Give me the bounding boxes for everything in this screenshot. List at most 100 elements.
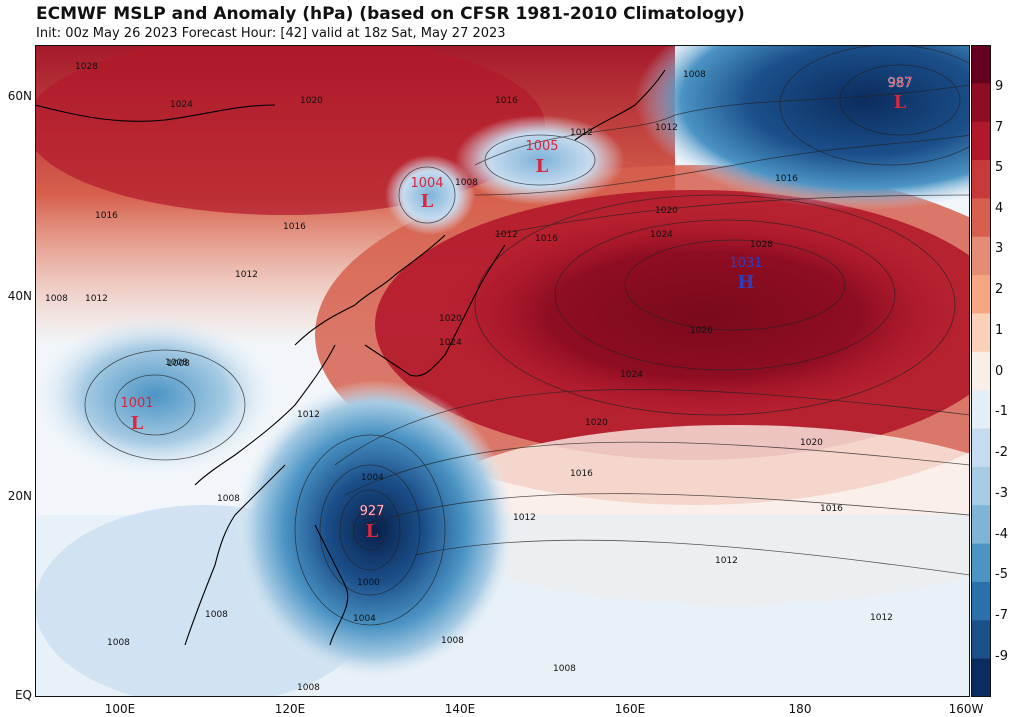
colorbar-swatch: [971, 160, 991, 199]
svg-text:H: H: [737, 272, 754, 293]
colorbar-swatch: [971, 543, 991, 583]
isobar-label: 1024: [170, 100, 193, 110]
isobar-label: 1026: [690, 326, 713, 336]
isobar-label: 1012: [513, 513, 536, 523]
colorbar-label: 5: [995, 160, 1004, 175]
south-china-low: [35, 315, 275, 475]
isobar-label: 1016: [570, 469, 593, 479]
isobar-label: 1028: [75, 62, 98, 72]
isobar-label: 1024: [620, 370, 643, 380]
isobar-label: 1020: [300, 96, 323, 106]
map-title: ECMWF MSLP and Anomaly (hPa) (based on C…: [36, 4, 745, 24]
svg-text:927: 927: [360, 504, 385, 519]
coastlines: [35, 69, 666, 646]
colorbar-label: 0: [995, 364, 1004, 379]
svg-text:L: L: [421, 191, 434, 212]
svg-text:1005: 1005: [525, 139, 558, 154]
colorbar-swatch: [971, 620, 991, 660]
isobar-label: 1012: [85, 294, 108, 304]
colorbar-label: -3: [995, 486, 1008, 501]
colorbar-label: 3: [995, 241, 1004, 256]
colorbar-swatch: [971, 121, 991, 161]
colorbar-swatches: [971, 45, 991, 697]
svg-text:1031: 1031: [729, 256, 762, 271]
isobar-label: 1008: [297, 683, 320, 693]
isobar-label: 1008: [167, 359, 190, 369]
isobar-label: 1016: [535, 234, 558, 244]
center-aleutian-low: 987 L: [887, 76, 913, 113]
isobar-label: 1004: [353, 614, 376, 624]
isobar-label: 1016: [95, 211, 118, 221]
center-pacific-high: 1031 H: [729, 256, 762, 293]
isobar-label: 1016: [775, 174, 798, 184]
isobar-label: 1008: [553, 664, 576, 674]
isobar-label: 1000: [357, 578, 380, 588]
isobar-label: 1008: [217, 494, 240, 504]
isobar-label: 1020: [585, 418, 608, 428]
lat-label: EQ: [14, 688, 32, 702]
colorbar-swatch: [971, 236, 991, 276]
aleutian-low: [635, 45, 970, 210]
isobar-label: 1016: [820, 504, 843, 514]
isobar-label: 1020: [655, 206, 678, 216]
colorbar: [971, 45, 991, 697]
lon-label: 160W: [948, 702, 984, 716]
colorbar-swatch: [971, 351, 991, 391]
isobar-label: 1016: [495, 96, 518, 106]
map-panel: 1028 1024 1020 1016 1012 1008 1008 1016 …: [35, 45, 970, 697]
isobar-label: 1008: [45, 294, 68, 304]
isobar-label: 1008: [683, 70, 706, 80]
colorbar-swatch: [971, 658, 991, 697]
center-south-china-low: 1001 L: [120, 396, 153, 434]
colorbar-label: -1: [995, 404, 1008, 419]
lon-label: 160E: [614, 702, 646, 716]
center-manchuria-low: 1004 L: [410, 176, 443, 212]
pacific-high-core: [445, 210, 965, 420]
lat-label: 20N: [7, 489, 32, 503]
svg-text:1004: 1004: [410, 176, 443, 191]
isobar-label: 1008: [455, 178, 478, 188]
isobar-label: 1012: [715, 556, 738, 566]
lon-label: 100E: [104, 702, 136, 716]
colorbar-swatch: [971, 275, 991, 314]
colorbar-swatch: [971, 428, 991, 468]
lon-label: 140E: [444, 702, 476, 716]
colorbar-swatch: [971, 45, 991, 84]
colorbar-swatch: [971, 466, 991, 506]
center-typhoon: 927 L: [359, 504, 385, 542]
isobar-label: 1024: [650, 230, 673, 240]
colorbar-label: -4: [995, 527, 1008, 542]
lat-label: 40N: [7, 289, 32, 303]
isobar-label: 1012: [570, 128, 593, 138]
map-frame: [35, 45, 970, 697]
isobar-label: 1016: [283, 222, 306, 232]
colorbar-swatch: [971, 581, 991, 621]
colorbar-label: -2: [995, 445, 1008, 460]
center-okhotsk-low: 1005 L: [525, 139, 558, 177]
colorbar-label: -9: [995, 649, 1008, 664]
isobar-label: 1020: [439, 314, 462, 324]
colorbar-label: 7: [995, 120, 1004, 135]
svg-text:L: L: [536, 156, 549, 177]
isobar-label: 1008: [107, 638, 130, 648]
typhoon-anomaly: [235, 380, 515, 680]
isobar-label: 1024: [439, 338, 462, 348]
okhotsk-low-1: [455, 115, 625, 205]
isobar-label-layer: 1028 1024 1020 1016 1012 1008 1008 1016 …: [45, 62, 893, 693]
colorbar-label: -7: [995, 608, 1008, 623]
svg-text:L: L: [366, 521, 379, 542]
isobars: [84, 45, 970, 626]
lat-label: 60N: [7, 89, 32, 103]
colorbar-label: -5: [995, 567, 1008, 582]
isobar-label: 1012: [870, 613, 893, 623]
colorbar-swatch: [971, 505, 991, 545]
colorbar-swatch: [971, 83, 991, 123]
colorbar-swatch: [971, 313, 991, 353]
lon-label: 180: [788, 702, 812, 716]
colorbar-label: 4: [995, 201, 1004, 216]
svg-text:L: L: [894, 92, 907, 113]
svg-text:L: L: [131, 413, 144, 434]
pressure-centers: 987 L 1005 L 1004 L 1031 H 1001 L 927 L: [120, 76, 912, 542]
colorbar-label: 2: [995, 282, 1004, 297]
svg-text:987: 987: [888, 76, 913, 91]
